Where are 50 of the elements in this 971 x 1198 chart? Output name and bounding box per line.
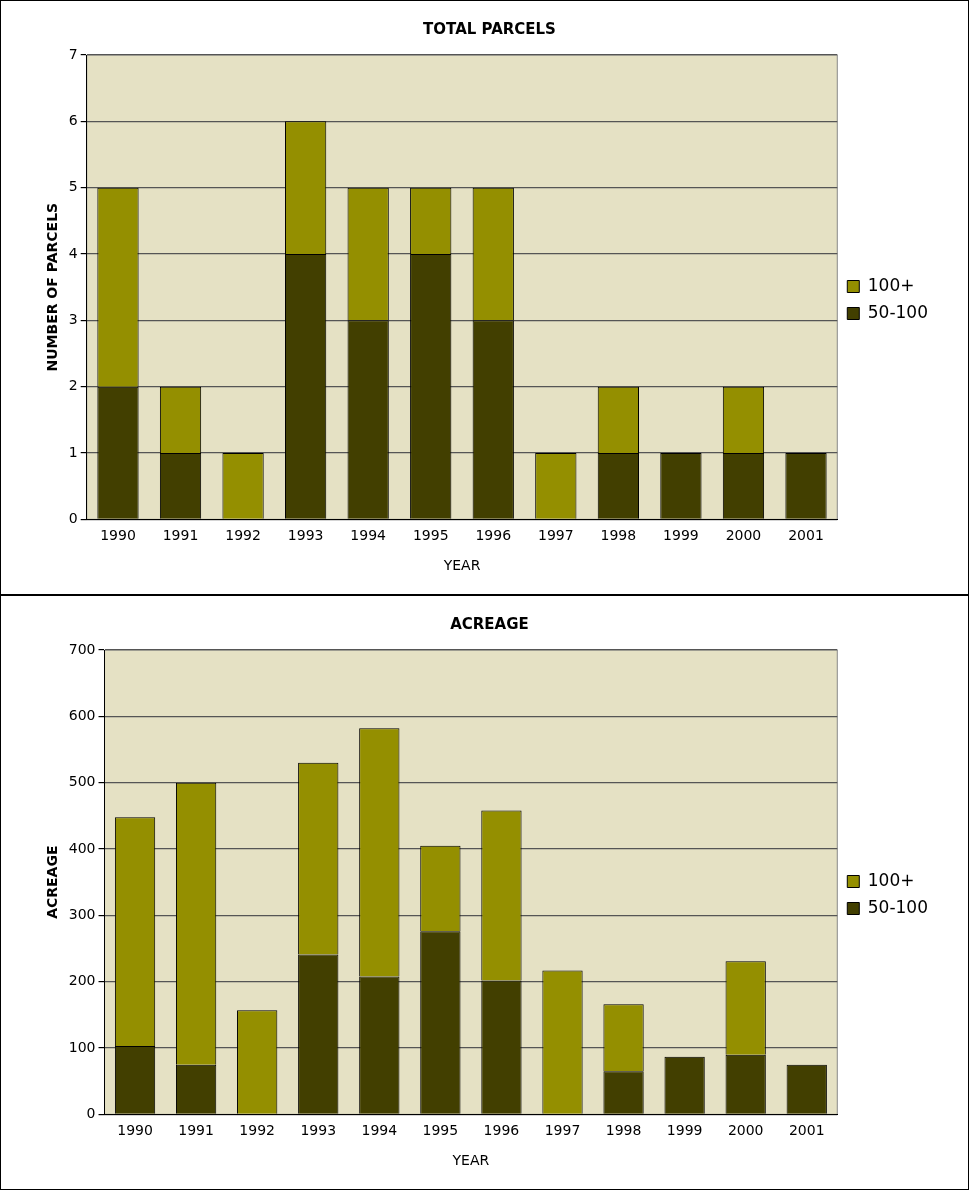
y-tick-label: 300 (68, 906, 96, 923)
x-tick-label: 1994 (361, 1122, 398, 1139)
y-axis-title: ACREAGE (44, 845, 61, 919)
x-tick-label: 2001 (788, 527, 824, 544)
y-axis-title: NUMBER OF PARCELS (44, 202, 61, 372)
legend-label: 50-100 (867, 896, 928, 917)
y-tick-label: 6 (68, 111, 78, 128)
y-tick-label: 1 (68, 443, 78, 460)
x-tick-label: 1999 (663, 527, 699, 544)
x-tick-label: 1998 (605, 1122, 642, 1139)
chart-title: ACREAGE (450, 614, 529, 633)
y-tick-label: 700 (68, 640, 96, 657)
legend-label: 100+ (867, 869, 915, 890)
x-tick-label: 2000 (727, 1122, 764, 1139)
x-tick-label: 1994 (350, 527, 387, 544)
x-tick-label: 1999 (666, 1122, 703, 1139)
y-tick-label: 0 (68, 510, 78, 527)
x-tick-label: 1993 (287, 527, 324, 544)
x-tick-label: 1993 (300, 1122, 337, 1139)
x-tick-label: 1992 (225, 527, 261, 544)
x-tick-label: 1995 (412, 527, 449, 544)
y-tick-label: 5 (68, 178, 78, 195)
x-tick-label: 1990 (100, 527, 136, 544)
y-tick-label: 4 (68, 244, 78, 261)
x-tick-label: 1997 (538, 527, 574, 544)
legend-label: 50-100 (867, 301, 928, 322)
y-tick-label: 100 (68, 1038, 96, 1055)
y-tick-label: 0 (86, 1105, 96, 1122)
x-tick-label: 1990 (117, 1122, 153, 1139)
y-tick-label: 3 (68, 311, 78, 328)
x-tick-label: 1991 (162, 527, 199, 544)
x-tick-label: 1996 (475, 527, 512, 544)
x-axis-title: YEAR (442, 557, 481, 574)
x-tick-label: 2000 (725, 527, 762, 544)
y-tick-label: 200 (68, 972, 96, 989)
chart-title: TOTAL PARCELS (423, 19, 556, 38)
x-tick-label: 1991 (178, 1122, 214, 1139)
x-tick-label: 1992 (239, 1122, 275, 1139)
x-tick-label: 2001 (788, 1122, 825, 1139)
y-tick-label: 7 (68, 45, 78, 62)
y-tick-label: 500 (68, 773, 96, 790)
x-tick-label: 1997 (544, 1122, 581, 1139)
x-tick-label: 1998 (600, 527, 637, 544)
y-tick-label: 400 (68, 839, 96, 856)
x-tick-label: 1996 (483, 1122, 520, 1139)
legend-label: 100+ (867, 274, 915, 295)
y-tick-label: 2 (68, 377, 78, 394)
x-tick-label: 1995 (422, 1122, 459, 1139)
x-axis-title: YEAR (451, 1152, 490, 1169)
y-tick-label: 600 (68, 706, 96, 723)
